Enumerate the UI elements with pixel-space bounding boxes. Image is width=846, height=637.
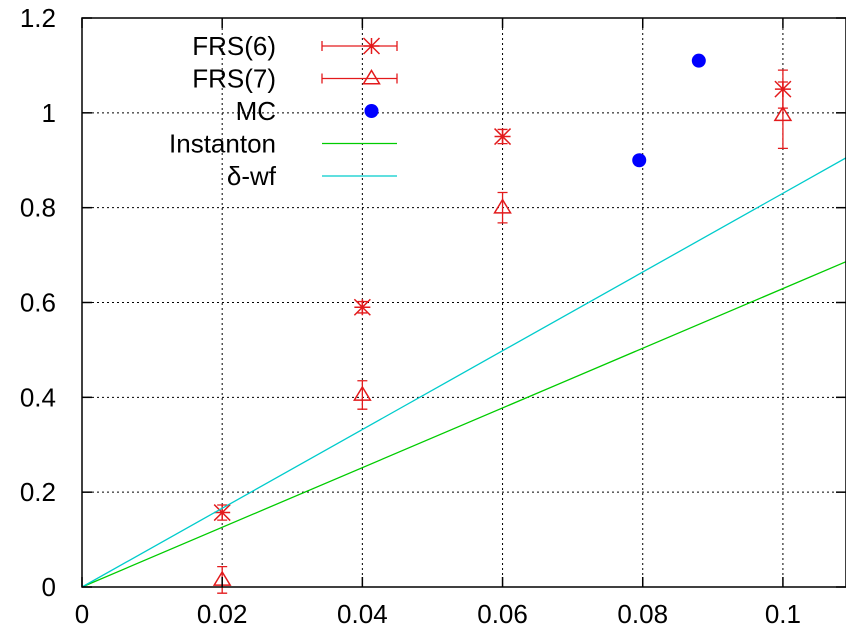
- legend-entry: δ-wf: [227, 161, 397, 191]
- legend-marker: [364, 104, 379, 118]
- series-mc: [632, 53, 706, 168]
- x-tick-label: 0.08: [617, 599, 668, 629]
- legend-label: FRS(6): [192, 31, 276, 61]
- y-tick-label: 1: [42, 98, 56, 128]
- legend-errorbar-sample: [321, 73, 398, 84]
- y-tick-label: 0.8: [20, 193, 56, 223]
- x-tick-label: 0.02: [197, 599, 248, 629]
- grid-lines: [82, 18, 846, 587]
- x-tick-label: 0.1: [765, 599, 801, 629]
- legend-marker: [362, 37, 381, 55]
- y-tick-label: 0.2: [20, 477, 56, 507]
- data-point: [353, 385, 372, 401]
- axis-ticks: [81, 17, 846, 588]
- x-tick-label: 0.06: [477, 599, 528, 629]
- data-point: [493, 198, 512, 214]
- legend-entry: MC: [236, 96, 379, 126]
- legend-label: δ-wf: [227, 161, 277, 191]
- plot-area: [81, 53, 846, 594]
- y-tick-label: 0.6: [20, 288, 56, 318]
- x-axis-tick-labels: 0 0.02 0.04 0.06 0.08 0.1: [75, 599, 801, 629]
- legend-errorbar-sample: [321, 41, 398, 51]
- series-frs-7-: [212, 81, 793, 594]
- legend-label: FRS(7): [192, 64, 276, 94]
- series-line: [81, 157, 846, 588]
- legend-label: Instanton: [169, 129, 276, 159]
- data-point: [691, 53, 706, 68]
- error-bar: [497, 191, 508, 224]
- data-point: [773, 105, 793, 122]
- legend-marker: [362, 69, 381, 85]
- legend-entry: Instanton: [169, 129, 397, 159]
- legend-entry: FRS(7): [192, 64, 398, 94]
- legend-entry: FRS(6): [192, 31, 398, 61]
- series-instanton: [81, 261, 846, 588]
- data-point: [632, 153, 647, 168]
- y-axis-tick-labels: 0 0.2 0.4 0.6 0.8 1 1.2: [20, 3, 56, 602]
- x-tick-label: 0.04: [337, 599, 388, 629]
- y-tick-label: 0.4: [20, 382, 56, 412]
- series--wf: [81, 157, 846, 588]
- x-tick-label: 0: [75, 599, 89, 629]
- legend-label: MC: [236, 96, 276, 126]
- series-frs-6-: [213, 69, 792, 522]
- data-point: [494, 128, 512, 146]
- data-point: [213, 504, 231, 522]
- y-tick-label: 0: [42, 572, 56, 602]
- data-point: [353, 298, 371, 316]
- y-tick-label: 1.2: [20, 3, 56, 33]
- error-bar: [357, 380, 368, 410]
- series-line: [81, 261, 846, 588]
- error-bar: [777, 81, 788, 150]
